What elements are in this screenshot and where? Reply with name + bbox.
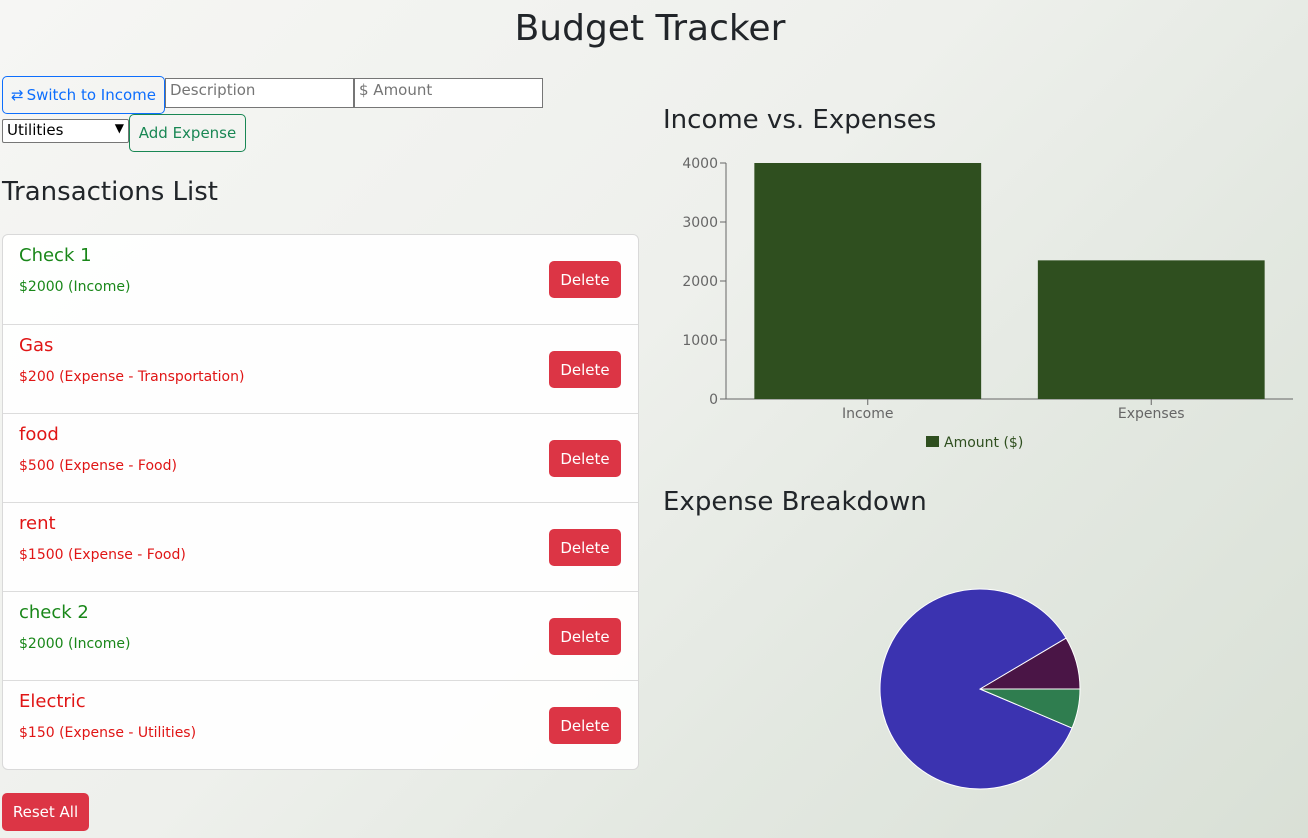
delete-button[interactable]: Delete: [549, 440, 621, 477]
delete-button[interactable]: Delete: [549, 618, 621, 655]
delete-button[interactable]: Delete: [549, 351, 621, 388]
transaction-row: rent $1500 (Expense - Food) Delete: [3, 502, 638, 592]
pie-slice: [979, 688, 1081, 729]
x-tick-label: Income: [842, 406, 894, 422]
amount-input[interactable]: $ Amount: [354, 78, 543, 108]
transactions-title: Transactions List: [2, 177, 218, 207]
chart-title: Income vs. Expenses: [663, 105, 936, 135]
y-tick-label: 4000: [682, 156, 718, 172]
y-tick-label: 0: [709, 392, 718, 408]
transaction-detail: $2000 (Income): [19, 279, 131, 295]
transaction-detail: $500 (Expense - Food): [19, 458, 177, 474]
transactions-list: Check 1 $2000 (Income) Delete Gas $200 (Expe…: [2, 234, 639, 770]
transaction-detail: $1500 (Expense - Food): [19, 547, 186, 563]
y-tick-label: 1000: [682, 333, 718, 349]
transaction-name: Gas: [19, 335, 54, 356]
legend-swatch: [926, 436, 939, 447]
legend-label: Amount ($): [944, 435, 1023, 451]
bar: [754, 163, 982, 399]
transaction-detail: $200 (Expense - Transportation): [19, 369, 245, 385]
transaction-name: Electric: [19, 691, 86, 712]
x-tick-label: Expenses: [1118, 406, 1185, 422]
transaction-detail: $150 (Expense - Utilities): [19, 725, 197, 741]
y-tick-label: 3000: [682, 215, 718, 231]
transaction-name: Check 1: [19, 245, 92, 266]
transaction-row: check 2 $2000 (Income) Delete: [3, 591, 638, 681]
transaction-name: food: [19, 424, 59, 445]
pie-slice: [879, 588, 1073, 790]
bar: [1037, 260, 1265, 399]
transaction-detail: $2000 (Income): [19, 636, 131, 652]
switch-button[interactable]: ⇄ Switch to Income: [2, 76, 165, 114]
switch-label: Switch to Income: [26, 86, 156, 104]
page-title: Budget Tracker: [514, 8, 786, 49]
transaction-row: Gas $200 (Expense - Transportation) Delete: [3, 324, 638, 414]
category-value: Utilities: [7, 121, 64, 139]
description-input[interactable]: Description: [165, 78, 354, 108]
transaction-row: Electric $150 (Expense - Utilities) Delete: [3, 680, 638, 770]
add-button[interactable]: Add Expense: [129, 114, 246, 152]
transaction-row: Check 1 $2000 (Income) Delete: [3, 235, 638, 324]
transaction-name: check 2: [19, 602, 89, 623]
transaction-name: rent: [19, 513, 56, 534]
switch-icon: ⇄: [11, 86, 24, 104]
reset-button[interactable]: Reset All: [2, 793, 89, 831]
chart-title: Expense Breakdown: [663, 487, 927, 517]
transaction-row: food $500 (Expense - Food) Delete: [3, 413, 638, 503]
y-tick-label: 2000: [682, 274, 718, 290]
delete-button[interactable]: Delete: [549, 261, 621, 298]
delete-button[interactable]: Delete: [549, 529, 621, 566]
category-select[interactable]: Utilities ▼: [2, 119, 129, 143]
delete-button[interactable]: Delete: [549, 707, 621, 744]
select-arrow: ▼: [114, 121, 124, 135]
